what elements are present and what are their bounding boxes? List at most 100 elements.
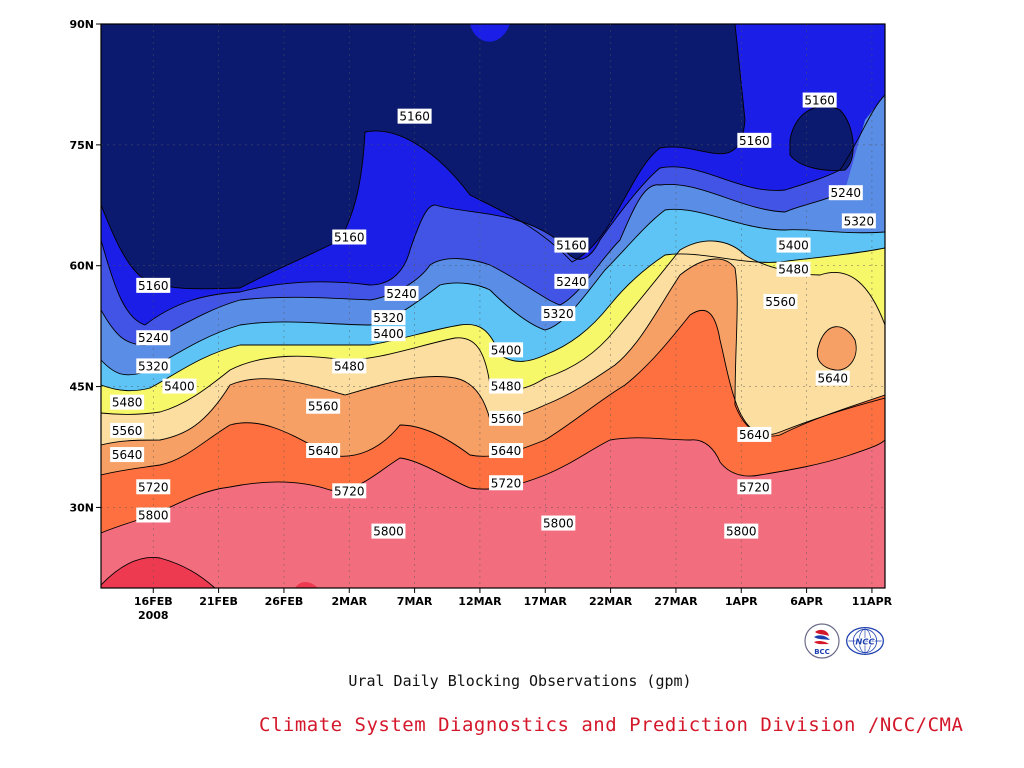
contour-label: 5560 [489, 410, 524, 426]
contour-label-box [815, 370, 850, 386]
contour-label-text: 5320 [844, 214, 875, 228]
contour-line-5640 [101, 258, 885, 446]
blob-5880 [295, 582, 318, 588]
contour-label-text: 5240 [831, 186, 862, 200]
contour-label-text: 5400 [491, 343, 522, 357]
x-tick-label: 7MAR [397, 595, 433, 608]
contour-label-box [371, 326, 406, 342]
contour-line-5640-closed [816, 326, 857, 371]
contour-lines [101, 24, 885, 588]
contour-line-5160 [101, 24, 746, 290]
contour-label: 5480 [776, 261, 811, 277]
contour-label-box [110, 447, 145, 463]
contour-label: 5640 [110, 447, 145, 463]
contour-label-box [332, 358, 367, 374]
contour-line-5800 [101, 437, 885, 534]
contour-label-box [489, 443, 524, 459]
contour-label-text: 5240 [556, 275, 587, 289]
contour-label-text: 5160 [334, 231, 365, 245]
contour-label-text: 5240 [386, 287, 417, 301]
contour-label-box [489, 342, 524, 358]
contour-label: 5160 [397, 108, 432, 124]
contour-label: 5160 [802, 92, 837, 108]
contour-label-text: 5240 [138, 331, 169, 345]
x-tick-label: 22MAR [589, 595, 633, 608]
contour-label: 5400 [489, 342, 524, 358]
contour-label-box [776, 237, 811, 253]
x-tick-label: 2MAR [331, 595, 367, 608]
contour-label-box [776, 261, 811, 277]
contour-label-text: 5320 [543, 307, 574, 321]
y-axis: 90N 75N 60N 45N 30N [69, 18, 101, 514]
contour-label: 5400 [162, 378, 197, 394]
band-5880 [101, 557, 215, 588]
x-tick-label: 21FEB [199, 595, 238, 608]
contour-label-box [489, 378, 524, 394]
contour-label-box [136, 358, 171, 374]
contour-label: 5320 [841, 213, 876, 229]
x-axis-label: Ural Daily Blocking Observations (gpm) [348, 672, 692, 690]
contour-label: 5480 [332, 358, 367, 374]
contour-label-box [554, 237, 589, 253]
contour-label-text: 5320 [138, 359, 169, 373]
contour-label: 5240 [384, 285, 419, 301]
contour-label-box [136, 277, 171, 293]
x-tick-label: 17MAR [524, 595, 568, 608]
contour-label-box [489, 475, 524, 491]
contour-line-5240 [101, 94, 885, 326]
contour-label-text: 5800 [543, 517, 574, 531]
contour-label-text: 5480 [334, 359, 365, 373]
contour-label-box [162, 378, 197, 394]
contour-label-text: 5640 [739, 428, 770, 442]
y-tick-label: 45N [69, 381, 94, 394]
contour-label-box [724, 523, 759, 539]
contour-label-box [763, 293, 798, 309]
contour-label-text: 5640 [308, 444, 339, 458]
contour-label: 5160 [737, 132, 772, 148]
contour-label: 5640 [815, 370, 850, 386]
contour-label: 5320 [136, 358, 171, 374]
contour-label: 5640 [489, 443, 524, 459]
svg-text:BCC: BCC [814, 648, 830, 656]
contour-label: 5720 [332, 483, 367, 499]
ncc-logo: NCC [846, 627, 884, 655]
band-5800 [101, 437, 885, 588]
contour-label: 5160 [136, 277, 171, 293]
contour-label-box [397, 108, 432, 124]
contour-label-text: 5160 [399, 110, 430, 124]
contour-label-box [371, 523, 406, 539]
x-tick-label: 26FEB [265, 595, 304, 608]
contour-label: 5480 [489, 378, 524, 394]
x-tick-label: 27MAR [654, 595, 698, 608]
contour-label-text: 5720 [491, 476, 522, 490]
contour-label: 5800 [371, 523, 406, 539]
contour-label: 5560 [110, 422, 145, 438]
contour-label-text: 5800 [138, 508, 169, 522]
contour-label-box [332, 483, 367, 499]
contour-label: 5480 [110, 394, 145, 410]
contour-label-text: 5400 [778, 239, 809, 253]
contour-label-box [332, 229, 367, 245]
contour-label: 5320 [541, 306, 576, 322]
contour-label-box [554, 273, 589, 289]
closed-contour-5160-ne [790, 106, 854, 171]
contour-label: 5720 [489, 475, 524, 491]
y-tick-label: 30N [69, 501, 94, 514]
contour-label: 5240 [828, 185, 863, 201]
contour-label-text: 5640 [112, 448, 143, 462]
x-tick-year: 2008 [138, 609, 169, 622]
contour-label: 5400 [371, 326, 406, 342]
contour-label: 5640 [737, 426, 772, 442]
x-tick-label: 11APR [852, 595, 893, 608]
y-tick-label: 90N [69, 18, 94, 31]
contour-label-text: 5560 [112, 424, 143, 438]
x-tick-label: 16FEB [134, 595, 173, 608]
contour-line-5880 [101, 557, 216, 588]
contour-label-text: 5640 [491, 444, 522, 458]
y-tick-label: 75N [69, 139, 94, 152]
contour-label-box [384, 285, 419, 301]
x-tick-label: 1APR [725, 595, 758, 608]
closed-contour-5640-ne [817, 326, 857, 371]
